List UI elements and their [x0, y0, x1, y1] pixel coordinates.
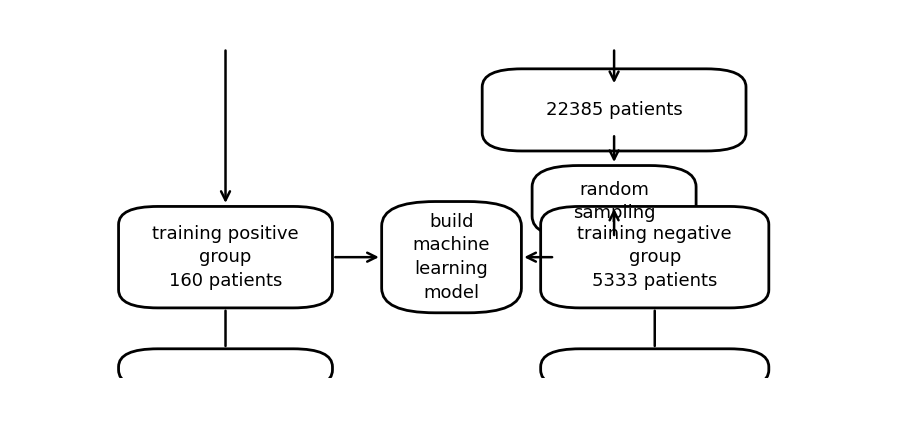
- Text: build
machine
learning
model: build machine learning model: [413, 213, 490, 302]
- FancyBboxPatch shape: [540, 349, 768, 388]
- Text: 22385 patients: 22385 patients: [545, 101, 682, 119]
- FancyBboxPatch shape: [119, 349, 332, 388]
- FancyBboxPatch shape: [531, 166, 696, 238]
- FancyBboxPatch shape: [119, 207, 332, 308]
- FancyBboxPatch shape: [482, 69, 745, 151]
- Text: training negative
group
5333 patients: training negative group 5333 patients: [577, 224, 732, 290]
- Text: training positive
group
160 patients: training positive group 160 patients: [152, 224, 299, 290]
- FancyBboxPatch shape: [540, 207, 768, 308]
- Text: random
sampling: random sampling: [573, 181, 654, 222]
- FancyBboxPatch shape: [381, 201, 521, 313]
